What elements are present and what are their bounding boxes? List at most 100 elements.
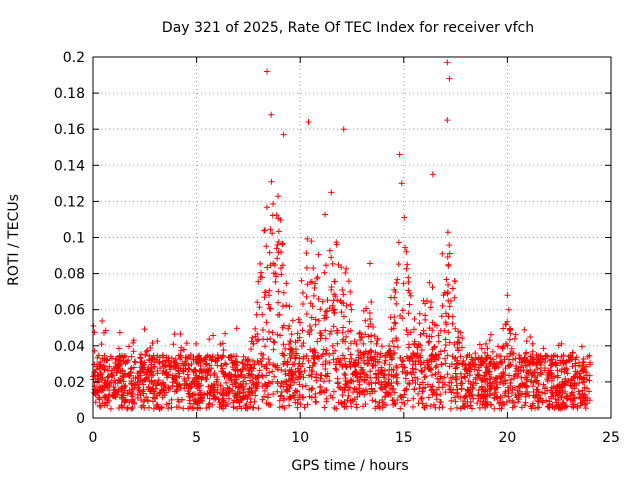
data-point bbox=[340, 324, 347, 331]
data-point bbox=[389, 338, 396, 345]
data-point bbox=[205, 383, 212, 390]
data-point bbox=[266, 380, 273, 387]
data-point bbox=[345, 328, 352, 335]
data-point bbox=[323, 314, 330, 321]
data-point bbox=[326, 377, 333, 384]
data-point bbox=[193, 340, 200, 347]
data-point bbox=[462, 362, 469, 369]
data-point bbox=[96, 402, 103, 409]
data-point bbox=[410, 369, 417, 376]
data-point bbox=[351, 338, 358, 345]
data-point bbox=[419, 388, 426, 395]
data-point bbox=[347, 327, 354, 334]
data-point bbox=[527, 353, 534, 360]
data-point bbox=[522, 399, 529, 406]
data-point bbox=[457, 353, 464, 360]
data-point bbox=[500, 371, 507, 378]
data-point bbox=[145, 404, 152, 411]
data-point bbox=[292, 355, 299, 362]
data-point bbox=[558, 353, 565, 360]
data-point bbox=[535, 388, 542, 395]
data-point bbox=[317, 375, 324, 382]
data-point bbox=[256, 367, 263, 374]
data-point bbox=[543, 397, 550, 404]
data-point bbox=[280, 361, 287, 368]
data-point bbox=[255, 372, 262, 379]
data-point bbox=[332, 365, 339, 372]
data-point bbox=[326, 330, 333, 337]
data-point bbox=[546, 371, 553, 378]
data-point bbox=[96, 394, 103, 401]
data-point bbox=[145, 384, 152, 391]
data-point bbox=[381, 383, 388, 390]
data-point bbox=[192, 367, 199, 374]
data-point bbox=[575, 388, 582, 395]
data-point bbox=[154, 401, 161, 408]
data-point bbox=[449, 353, 456, 360]
data-point bbox=[270, 346, 277, 353]
data-point bbox=[298, 343, 305, 350]
data-point bbox=[440, 292, 447, 299]
data-point bbox=[435, 354, 442, 361]
data-point bbox=[305, 118, 312, 125]
data-point bbox=[175, 396, 182, 403]
data-point bbox=[118, 385, 125, 392]
data-point bbox=[482, 398, 489, 405]
data-point bbox=[231, 397, 238, 404]
data-point bbox=[503, 399, 510, 406]
data-point bbox=[337, 385, 344, 392]
data-point bbox=[159, 352, 166, 359]
data-point bbox=[453, 390, 460, 397]
data-point bbox=[234, 394, 241, 401]
data-point bbox=[451, 394, 458, 401]
data-point bbox=[393, 279, 400, 286]
data-point bbox=[224, 384, 231, 391]
data-point bbox=[378, 366, 385, 373]
data-point bbox=[386, 342, 393, 349]
data-point bbox=[553, 402, 560, 409]
data-point bbox=[165, 384, 172, 391]
data-point bbox=[423, 332, 430, 339]
data-point bbox=[393, 363, 400, 370]
data-point bbox=[453, 382, 460, 389]
data-point bbox=[203, 376, 210, 383]
data-point bbox=[347, 288, 354, 295]
data-point bbox=[454, 386, 461, 393]
data-point bbox=[471, 361, 478, 368]
data-point bbox=[409, 377, 416, 384]
data-point bbox=[575, 359, 582, 366]
data-point bbox=[277, 393, 284, 400]
data-point bbox=[246, 403, 253, 410]
data-point bbox=[400, 358, 407, 365]
data-point bbox=[422, 373, 429, 380]
data-point bbox=[268, 178, 275, 185]
data-point bbox=[288, 369, 295, 376]
data-point bbox=[94, 379, 101, 386]
data-point bbox=[231, 373, 238, 380]
data-point bbox=[421, 374, 428, 381]
data-point bbox=[274, 331, 281, 338]
data-point bbox=[322, 335, 329, 342]
data-point bbox=[97, 359, 104, 366]
data-point bbox=[353, 404, 360, 411]
data-point bbox=[313, 377, 320, 384]
data-point bbox=[366, 260, 373, 267]
data-point bbox=[340, 126, 347, 133]
data-point bbox=[397, 312, 404, 319]
data-point bbox=[179, 360, 186, 367]
data-point bbox=[111, 377, 118, 384]
data-point bbox=[429, 171, 436, 178]
data-point bbox=[243, 401, 250, 408]
data-point bbox=[574, 368, 581, 375]
data-point bbox=[155, 377, 162, 384]
data-point bbox=[167, 363, 174, 370]
data-point bbox=[107, 353, 114, 360]
data-point bbox=[286, 323, 293, 330]
data-point bbox=[240, 389, 247, 396]
data-point bbox=[138, 358, 145, 365]
data-point bbox=[429, 383, 436, 390]
data-point bbox=[190, 356, 197, 363]
data-point bbox=[164, 374, 171, 381]
data-point bbox=[191, 375, 198, 382]
data-point bbox=[457, 405, 464, 412]
